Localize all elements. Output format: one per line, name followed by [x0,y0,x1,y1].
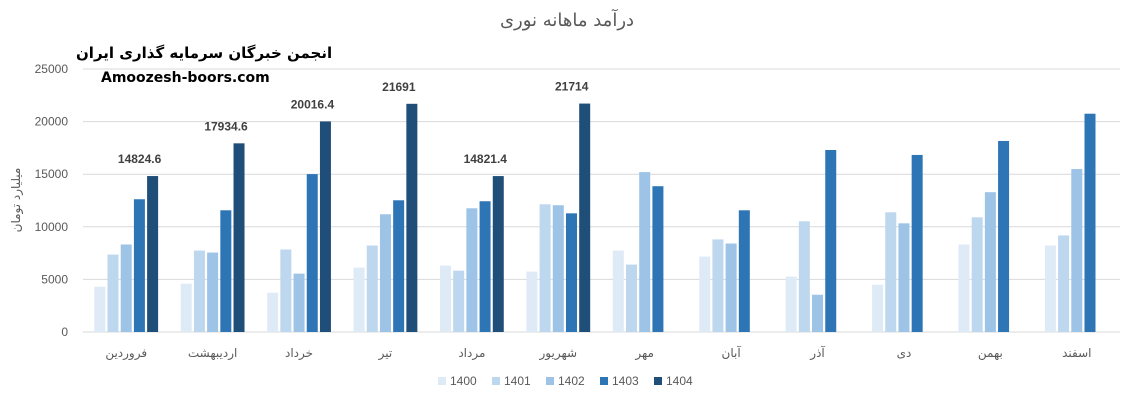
bar-1403 [738,210,750,332]
x-tick-label: دی [897,346,912,360]
x-tick-label: تیر [378,346,393,361]
y-tick-label: 5000 [41,272,68,286]
bar-1401 [885,212,897,332]
chart-title: درآمد ماهانه نوری [500,8,634,31]
y-tick-label: 10000 [35,220,69,234]
bar-1401 [971,217,983,332]
bar-1400 [94,286,106,332]
y-tick-label: 15000 [35,167,69,181]
bar-1403 [652,186,664,332]
legend-swatch-1403 [600,377,608,385]
x-tick-label: فروردین [105,346,147,361]
bar-1401 [539,204,551,332]
bar-1402 [207,252,219,332]
x-tick-label: آذر [809,345,825,361]
bar-1402 [120,244,132,332]
bar-1400 [526,271,538,332]
bar-1402 [466,208,478,332]
bar-1403 [479,201,491,332]
bar-1400 [1044,245,1056,332]
bar-1402 [898,223,910,332]
data-label: 14821.4 [464,152,508,166]
data-label: 17934.6 [204,119,248,133]
x-tick-label: بهمن [978,346,1003,361]
bar-1403 [911,154,923,332]
bar-1401 [798,221,810,332]
x-tick-label: مرداد [458,346,485,361]
watermark-org: انجمن خبرگان سرمایه گذاری ایران [76,44,333,62]
bar-1400 [872,284,884,332]
legend-label-1403: 1403 [612,374,639,388]
data-label: 21714 [555,80,589,94]
legend-label-1401: 1401 [504,374,531,388]
bar-1400 [958,244,970,332]
bar-1401 [626,264,638,332]
bar-1400 [267,292,279,332]
x-tick-label: آبان [722,345,742,360]
y-tick-label: 20000 [35,115,69,129]
bar-1401 [1058,235,1070,332]
bar-1400 [439,265,451,332]
bar-1404 [319,121,331,332]
bar-1401 [280,249,292,332]
legend-swatch-1402 [546,377,554,385]
bar-1400 [785,276,797,332]
bar-1402 [725,243,737,332]
bar-1402 [812,294,824,332]
data-label: 21691 [382,80,416,94]
bar-1400 [699,256,711,332]
bar-1401 [453,270,465,332]
bar-1403 [825,150,837,332]
legend-label-1400: 1400 [450,374,477,388]
bar-1404 [406,103,418,333]
x-tick-label: اردیبهشت [188,346,237,361]
x-tick-label: شهریور [539,346,578,361]
watermark-site: Amoozesh-boors.com [101,70,270,86]
bar-1400 [612,250,624,332]
y-axis-label: میلیارد تومان [9,168,24,233]
data-label: 14824.6 [118,152,162,166]
bar-1401 [107,254,119,332]
bar-1404 [147,176,159,332]
bar-1400 [353,267,365,332]
y-tick-label: 0 [61,325,68,339]
bar-1402 [984,192,996,332]
bar-1402 [293,273,305,332]
bar-1401 [712,239,724,332]
bar-1402 [639,172,651,332]
legend-swatch-1400 [438,377,446,385]
bar-1401 [366,245,378,332]
x-tick-label: خرداد [285,346,313,361]
bar-1404 [492,176,504,332]
bar-1403 [220,210,232,332]
bar-1403 [133,199,145,332]
legend-swatch-1401 [492,377,500,385]
legend-swatch-1404 [654,377,662,385]
bar-1402 [379,214,391,332]
bar-1403 [1084,113,1096,333]
bar-1403 [306,174,318,332]
bar-1404 [579,103,591,332]
bar-1400 [180,283,192,332]
bar-1402 [552,205,564,332]
data-label: 20016.4 [291,97,335,111]
y-tick-label: 25000 [35,62,69,76]
bar-1402 [1071,169,1083,332]
bar-1404 [233,143,245,332]
bar-1403 [998,140,1010,332]
bar-1403 [393,200,405,332]
x-tick-label: اسفند [1062,346,1091,360]
legend-label-1404: 1404 [666,374,693,388]
bar-1403 [565,213,577,332]
legend-label-1402: 1402 [558,374,585,388]
x-tick-label: مهر [634,346,654,361]
bar-1401 [193,250,205,332]
